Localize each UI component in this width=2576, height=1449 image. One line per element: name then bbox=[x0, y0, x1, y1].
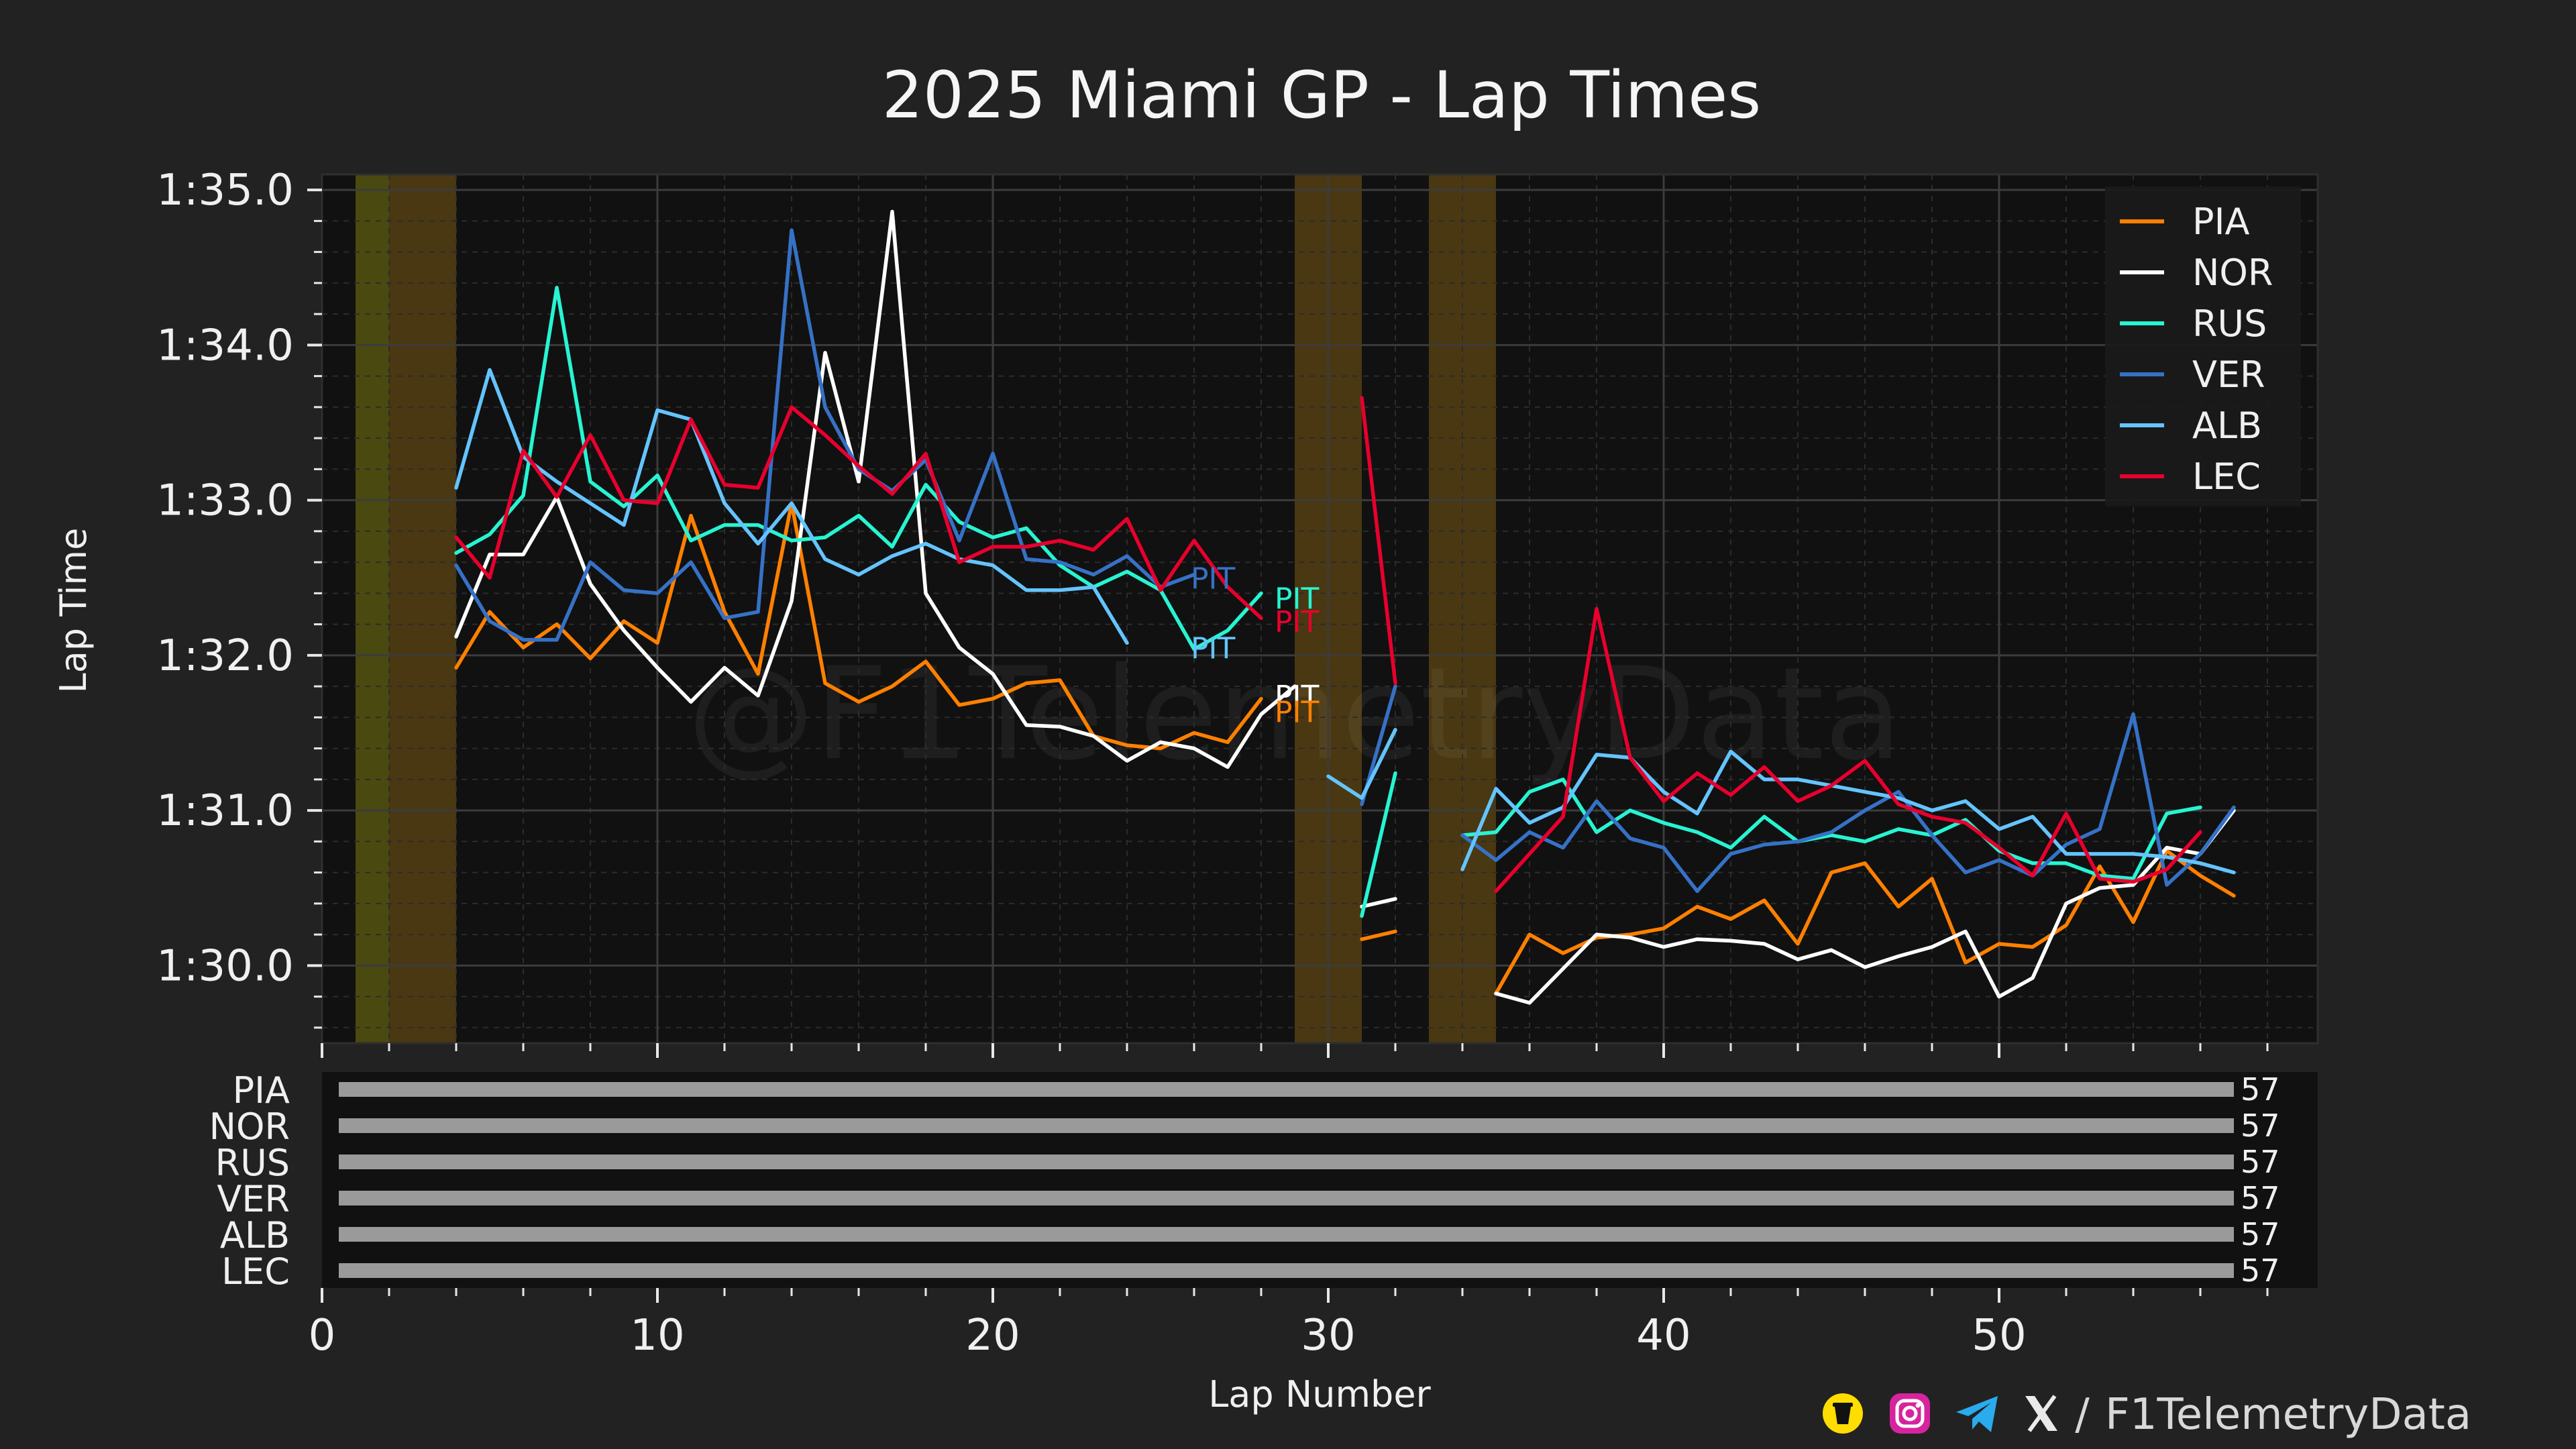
pit-label-3: PIT bbox=[1275, 605, 1320, 639]
footer-handle[interactable]: F1TelemetryData bbox=[2105, 1390, 2471, 1440]
laps-completed-bars: PIA 57 NOR 57 RUS 57 VER 57 ALB 57 LEC 57 bbox=[209, 1069, 2280, 1293]
series-lec-line-3 bbox=[1494, 606, 2202, 894]
laps-driver-label-lec: LEC bbox=[221, 1250, 290, 1293]
legend-label-lec: LEC bbox=[2192, 455, 2261, 498]
y-tick-label-1:35.0: 1:35.0 bbox=[156, 166, 294, 215]
y-axis: 1:30.0 1:31.0 1:32.0 1:33.0 1:34.0 1:35.0 bbox=[156, 166, 322, 1029]
x-icon[interactable] bbox=[2025, 1395, 2057, 1432]
caution-period-1 bbox=[356, 174, 389, 1043]
legend-label-alb: ALB bbox=[2192, 405, 2262, 447]
laps-count-nor: 57 bbox=[2241, 1108, 2280, 1144]
x-tick-label-50: 50 bbox=[1972, 1311, 2026, 1360]
laps-panel-area bbox=[322, 1072, 2318, 1288]
laps-bar-rus bbox=[339, 1155, 2234, 1169]
series-nor-line-2 bbox=[1360, 897, 1397, 909]
pit-label-5: PIT bbox=[1275, 680, 1320, 714]
pit-label-4: PIT bbox=[1191, 632, 1236, 666]
laps-driver-label-alb: ALB bbox=[220, 1214, 290, 1256]
y-tick-label-1:34.0: 1:34.0 bbox=[156, 321, 294, 370]
legend-label-nor: NOR bbox=[2192, 252, 2273, 294]
telegram-icon[interactable] bbox=[1956, 1396, 1998, 1432]
laps-count-pia: 57 bbox=[2241, 1071, 2280, 1108]
series-ver-line-1 bbox=[454, 228, 1196, 642]
laps-driver-label-pia: PIA bbox=[233, 1069, 290, 1112]
laps-count-rus: 57 bbox=[2241, 1144, 2280, 1180]
y-axis-label: Lap Time bbox=[52, 528, 95, 694]
pit-label-1: PIT bbox=[1191, 561, 1236, 596]
x-tick-label-10: 10 bbox=[630, 1311, 684, 1360]
x-tick-label-0: 0 bbox=[309, 1311, 336, 1360]
x-axis-label: Lap Number bbox=[1208, 1373, 1431, 1415]
legend-label-rus: RUS bbox=[2192, 303, 2267, 345]
series-rus-line-1 bbox=[454, 286, 1263, 651]
series-rus-line-2 bbox=[1360, 771, 1397, 918]
buymeacoffee-icon[interactable] bbox=[1823, 1393, 1863, 1434]
laps-bar-ver bbox=[339, 1191, 2234, 1205]
laps-driver-label-nor: NOR bbox=[209, 1106, 290, 1148]
laps-count-lec: 57 bbox=[2241, 1252, 2280, 1289]
y-tick-label-1:31.0: 1:31.0 bbox=[156, 786, 294, 836]
laps-bar-lec bbox=[339, 1263, 2234, 1278]
main-plot-frame bbox=[321, 173, 2319, 1044]
y-tick-label-1:30.0: 1:30.0 bbox=[156, 941, 294, 991]
footer: / F1TelemetryData bbox=[1823, 1390, 2471, 1440]
laps-count-ver: 57 bbox=[2241, 1180, 2280, 1216]
pit-label-6: PIT bbox=[1275, 695, 1320, 729]
x-tick-label-40: 40 bbox=[1636, 1311, 1690, 1360]
series-nor-line-3 bbox=[1494, 808, 2236, 1005]
legend-label-ver: VER bbox=[2192, 354, 2265, 396]
instagram-icon[interactable] bbox=[1890, 1393, 1930, 1434]
y-tick-label-1:32.0: 1:32.0 bbox=[156, 631, 294, 681]
watermark: @F1TelemetryData bbox=[687, 640, 1902, 788]
series-pia-line-2 bbox=[1360, 929, 1397, 941]
minor-grid bbox=[322, 174, 2318, 1043]
series-nor-line-1 bbox=[454, 209, 1297, 769]
laps-bar-nor bbox=[339, 1118, 2234, 1133]
series-alb-line-2 bbox=[1326, 728, 1397, 800]
x-axis: 0 10 20 30 40 50 bbox=[309, 1043, 2269, 1360]
series-lec-line-2 bbox=[1360, 396, 1397, 686]
laps-bar-pia bbox=[339, 1082, 2234, 1097]
major-grid bbox=[322, 174, 2318, 1043]
footer-separator: / bbox=[2075, 1390, 2090, 1440]
legend-label-pia: PIA bbox=[2192, 201, 2249, 243]
pit-label-2: PIT bbox=[1275, 582, 1320, 616]
series-ver-line-3 bbox=[1460, 712, 2236, 894]
laps-driver-label-rus: RUS bbox=[215, 1142, 290, 1184]
x-tick-label-30: 30 bbox=[1301, 1311, 1355, 1360]
series-lines bbox=[454, 209, 2236, 1005]
series-pia-line-1 bbox=[454, 501, 1263, 751]
legend: PIA NOR RUS VER ALB LEC bbox=[2105, 186, 2301, 506]
series-alb-line-3 bbox=[1460, 749, 2236, 875]
legend-box bbox=[2105, 186, 2301, 506]
laps-count-alb: 57 bbox=[2241, 1216, 2280, 1252]
y-tick-label-1:33.0: 1:33.0 bbox=[156, 476, 294, 526]
series-lec-line-1 bbox=[454, 405, 1263, 621]
laps-bar-alb bbox=[339, 1227, 2234, 1242]
caution-period-2 bbox=[389, 174, 456, 1043]
chart-title: 2025 Miami GP - Lap Times bbox=[882, 58, 1762, 133]
x-tick-label-20: 20 bbox=[965, 1311, 1020, 1360]
laps-driver-label-ver: VER bbox=[217, 1178, 290, 1220]
series-alb-line-1 bbox=[454, 368, 1129, 645]
